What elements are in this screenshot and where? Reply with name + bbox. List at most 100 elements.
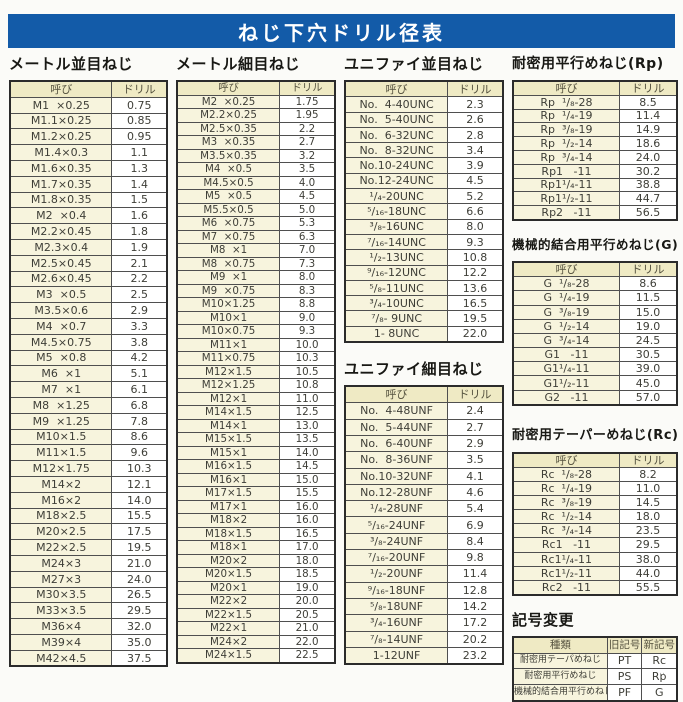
drill-size-cell: PS bbox=[606, 668, 643, 686]
thread-size-cell: ⁵/₁₆-18UNC bbox=[344, 203, 449, 220]
thread-size-cell: ⁷/₁₆-14UNC bbox=[344, 233, 449, 251]
table-row: No. 4-48UNF 2.4 bbox=[344, 402, 504, 420]
table-row: Rp1¹/₄-11 38.8 bbox=[512, 177, 678, 193]
column-metric-fine: メートル細目ねじ 呼び ドリル M2 ×0.25 1.75 M2.2×0.25 1.95 M… bbox=[176, 55, 336, 664]
table-row: M10×1.25 8.8 bbox=[176, 297, 336, 312]
drill-size-cell: 11.4 bbox=[618, 108, 678, 124]
thread-size-cell: M10×1.5 bbox=[9, 428, 113, 446]
table-row: G ¹/₄-19 11.5 bbox=[512, 290, 678, 306]
thread-size-cell: No. 6-40UNF bbox=[344, 434, 449, 453]
table-row: Rp ³/₈-19 14.9 bbox=[512, 122, 678, 138]
table-row: Rc1¹/₄-11 38.0 bbox=[512, 551, 678, 567]
thread-size-cell: Rc ¹/₂-14 bbox=[512, 509, 620, 525]
thread-size-cell: M16×1.5 bbox=[176, 459, 281, 474]
drill-size-cell: 2.2 bbox=[111, 270, 168, 288]
table-row: M20×2 18.0 bbox=[176, 553, 336, 568]
table-row: ¹/₄-20UNC 5.2 bbox=[344, 188, 504, 205]
drill-size-cell: 15.5 bbox=[111, 507, 168, 525]
drill-size-cell: 19.5 bbox=[447, 310, 504, 327]
table-row: M18×2.5 15.5 bbox=[9, 507, 168, 525]
drill-size-cell: PF bbox=[606, 684, 643, 702]
section-title-unified-fine: ユニファイ細目ねじ bbox=[344, 360, 484, 379]
table-row: M1.1×0.25 0.85 bbox=[9, 112, 168, 130]
thread-size-cell: M9 ×1.25 bbox=[9, 412, 113, 430]
thread-size-cell: M20×1 bbox=[176, 580, 281, 595]
table-row: M1.6×0.35 1.3 bbox=[9, 159, 168, 177]
thread-size-cell: M18×1 bbox=[176, 540, 281, 555]
drill-size-cell: 1.75 bbox=[279, 94, 336, 109]
drill-size-cell: 1.9 bbox=[111, 238, 168, 256]
table-row: M4 ×0.5 3.5 bbox=[176, 162, 336, 177]
table-row: M16×2 14.0 bbox=[9, 491, 168, 509]
drill-size-cell: 0.95 bbox=[111, 128, 168, 146]
drill-size-cell: 12.5 bbox=[279, 405, 336, 420]
table-row: M17×1.5 15.5 bbox=[176, 486, 336, 501]
thread-size-cell: No. 4-48UNF bbox=[344, 402, 449, 420]
section-title-rc: 耐密用テーパーめねじ(Rc) bbox=[512, 427, 679, 443]
table-row: M3.5×0.35 3.2 bbox=[176, 148, 336, 163]
thread-size-cell: M4 ×0.7 bbox=[9, 317, 113, 335]
drill-size-cell: 38.0 bbox=[618, 551, 678, 567]
drill-size-cell: 10.5 bbox=[279, 364, 336, 379]
drill-size-cell: 23.2 bbox=[447, 646, 504, 665]
table-row: ¹/₂-13UNC 10.8 bbox=[344, 249, 504, 266]
drill-size-cell: 18.5 bbox=[279, 567, 336, 582]
table-row: Rc1¹/₂-11 44.0 bbox=[512, 565, 678, 581]
table-row: Rp2 -11 56.5 bbox=[512, 205, 678, 221]
thread-size-cell: M8 ×1.25 bbox=[9, 396, 113, 414]
drill-size-cell: 6.9 bbox=[447, 516, 504, 534]
drill-size-cell: 16.0 bbox=[279, 513, 336, 528]
drill-size-cell: 2.6 bbox=[447, 111, 504, 128]
column-header: 呼び bbox=[176, 80, 281, 96]
thread-size-cell: M6 ×0.75 bbox=[176, 216, 281, 231]
thread-size-cell: M2.2×0.25 bbox=[176, 108, 281, 123]
table-row: M24×2 22.0 bbox=[176, 634, 336, 649]
table-row: Rc ¹/₈-28 8.2 bbox=[512, 466, 678, 483]
table-row: M1 ×0.25 0.75 bbox=[9, 96, 168, 114]
table-row: No.10-24UNC 3.9 bbox=[344, 157, 504, 174]
thread-size-cell: M16×2 bbox=[9, 491, 113, 509]
section-title-metric-fine: メートル細目ねじ bbox=[176, 55, 301, 73]
table-row: Rc ¹/₄-19 11.0 bbox=[512, 481, 678, 497]
thread-size-cell: M2.5×0.45 bbox=[9, 254, 113, 272]
table-row: M2.2×0.25 1.95 bbox=[176, 108, 336, 123]
drill-size-cell: 29.5 bbox=[111, 602, 168, 620]
column-pipe-threads: 耐密用平行めねじ(Rp) 呼び ドリル Rp ¹/₈-28 8.5 Rp ¹/₄-19 1… bbox=[512, 55, 678, 702]
thread-size-cell: M17×1 bbox=[176, 499, 281, 514]
thread-size-cell: ¹/₄-20UNC bbox=[344, 188, 449, 205]
table-row: No. 8-32UNC 3.4 bbox=[344, 142, 504, 159]
drill-size-cell: 9.8 bbox=[447, 549, 504, 567]
table-row: Rp ³/₄-14 24.0 bbox=[512, 149, 678, 165]
table-row: M22×2 20.0 bbox=[176, 594, 336, 609]
drill-size-cell: 5.4 bbox=[447, 500, 504, 518]
thread-size-cell: Rc ¹/₈-28 bbox=[512, 466, 620, 483]
thread-size-cell: No. 8-36UNF bbox=[344, 451, 449, 469]
drill-size-cell: 13.0 bbox=[279, 418, 336, 433]
thread-size-cell: M14×1 bbox=[176, 418, 281, 433]
table-row: G ¹/₂-14 19.0 bbox=[512, 318, 678, 334]
table-row: G1 -11 30.5 bbox=[512, 347, 678, 363]
thread-size-cell: No. 6-32UNC bbox=[344, 126, 449, 144]
table-row: G1¹/₂-11 45.0 bbox=[512, 375, 678, 391]
column-header: ドリル bbox=[447, 80, 504, 98]
thread-size-cell: M22×1 bbox=[176, 621, 281, 636]
drill-size-cell: 19.0 bbox=[618, 318, 678, 334]
thread-size-cell: M5.5×0.5 bbox=[176, 202, 281, 217]
thread-size-cell: M3.5×0.6 bbox=[9, 302, 113, 319]
thread-size-cell: Rp ³/₈-19 bbox=[512, 122, 620, 138]
table-row: ³/₈-16UNC 8.0 bbox=[344, 218, 504, 235]
table-row: 1- 8UNC 22.0 bbox=[344, 325, 504, 343]
table-row: ⁷/₈-14UNF 20.2 bbox=[344, 630, 504, 648]
table-row: M12×1.25 10.8 bbox=[176, 378, 336, 393]
column-unified: ユニファイ並目ねじ 呼び ドリル No. 4-40UNC 2.3 No. 5-40UNC… bbox=[344, 55, 504, 666]
thread-size-cell: M4.5×0.5 bbox=[176, 175, 281, 190]
drill-size-cell: 9.3 bbox=[447, 233, 504, 251]
drill-size-cell: 8.8 bbox=[279, 297, 336, 312]
thread-size-cell: No.10-32UNF bbox=[344, 467, 449, 485]
drill-size-cell: 14.9 bbox=[618, 122, 678, 138]
drill-size-cell: 10.8 bbox=[279, 378, 336, 393]
thread-size-cell: ⁷/₈-14UNF bbox=[344, 630, 449, 648]
table-row: M9 ×1.25 7.8 bbox=[9, 412, 168, 430]
table-row: ⁷/₈- 9UNC 19.5 bbox=[344, 310, 504, 327]
table-header-row: 呼び ドリル bbox=[512, 452, 678, 468]
